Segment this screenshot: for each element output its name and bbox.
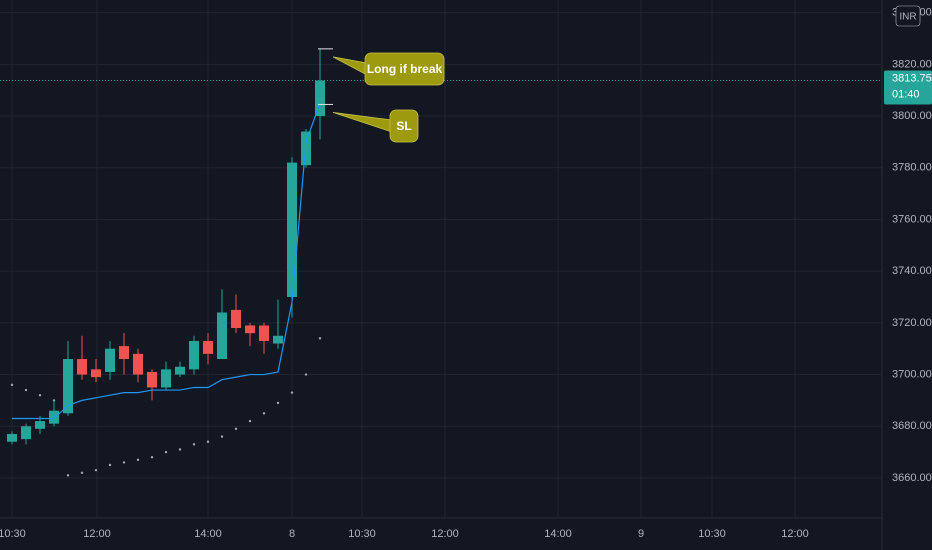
sar-dot [178, 448, 182, 451]
candle-body [259, 325, 269, 341]
sar-dot [164, 450, 168, 454]
sar-dot [122, 461, 126, 464]
y-tick-label: 3740.00 [892, 265, 932, 277]
y-tick-label: 3780.00 [892, 162, 932, 174]
candle-body [91, 369, 101, 378]
callout-text: SL [396, 119, 411, 133]
currency-badge [895, 5, 921, 27]
candle-body [245, 325, 255, 334]
sar-dot [234, 427, 238, 431]
vwap-line [12, 102, 321, 420]
x-tick-label: 12:00 [83, 528, 111, 540]
candle-body [7, 433, 17, 442]
x-tick-label: 10:30 [0, 528, 26, 540]
callout-text: Long if break [367, 62, 443, 76]
candle-body [189, 340, 199, 370]
candle-body [273, 335, 283, 344]
sar-dot [318, 337, 322, 340]
candle-body [315, 80, 325, 117]
x-tick-label: 10:30 [698, 528, 726, 540]
y-tick-label: 3800.00 [892, 110, 932, 122]
candle-body [63, 359, 73, 414]
x-tick-label: 12:00 [431, 528, 459, 540]
y-tick-label: 3720.00 [892, 317, 932, 329]
sar-dot [220, 435, 224, 438]
sar-dot [206, 440, 210, 443]
candle-body [287, 162, 297, 297]
sar-dot [150, 456, 154, 459]
y-tick-label: 3660.00 [892, 472, 932, 484]
sar-dot [94, 468, 98, 472]
price-tag [884, 70, 932, 105]
y-tick-label: 3760.00 [892, 213, 932, 225]
candle-body [203, 340, 213, 354]
sar-dot [52, 399, 56, 402]
sar-dot [108, 463, 112, 467]
sar-dot [290, 391, 294, 394]
sar-dot [262, 412, 266, 415]
candle-body [49, 410, 59, 424]
sar-dot [248, 419, 252, 423]
candle-body [105, 348, 115, 372]
sar-dot [24, 388, 28, 392]
sar-dot [38, 394, 42, 397]
x-tick-label: 14:00 [544, 528, 572, 540]
candle-body [35, 421, 45, 429]
x-tick-label: 8 [289, 528, 295, 540]
candle-body [175, 366, 185, 375]
y-tick-label: 3700.00 [892, 368, 932, 380]
candle-body [119, 346, 129, 360]
candle-body [231, 309, 241, 329]
candle-body [161, 369, 171, 388]
candle-body [133, 353, 143, 375]
candle-body [21, 426, 31, 440]
sar-dot [136, 458, 140, 462]
sar-dot [80, 471, 84, 474]
price-tag-value: 3813.75 [892, 72, 932, 84]
sar-dot [10, 383, 14, 387]
currency-label: INR [899, 12, 916, 23]
x-tick-label: 12:00 [781, 528, 809, 540]
sar-dot [192, 443, 196, 446]
x-tick-label: 10:30 [348, 528, 376, 540]
x-tick-label: 9 [638, 528, 644, 540]
y-tick-label: 3820.00 [892, 58, 932, 70]
sar-dot [304, 373, 308, 376]
sar-dot [66, 474, 70, 477]
x-tick-label: 14:00 [194, 528, 222, 540]
candle-body [77, 359, 87, 375]
callout-box [389, 109, 419, 143]
candle-body [217, 312, 227, 360]
candle-body [147, 371, 157, 388]
price-tag-countdown: 01:40 [892, 88, 920, 100]
sar-dot [276, 401, 280, 405]
callout-box [364, 52, 445, 86]
y-tick-label: 3680.00 [892, 420, 932, 432]
